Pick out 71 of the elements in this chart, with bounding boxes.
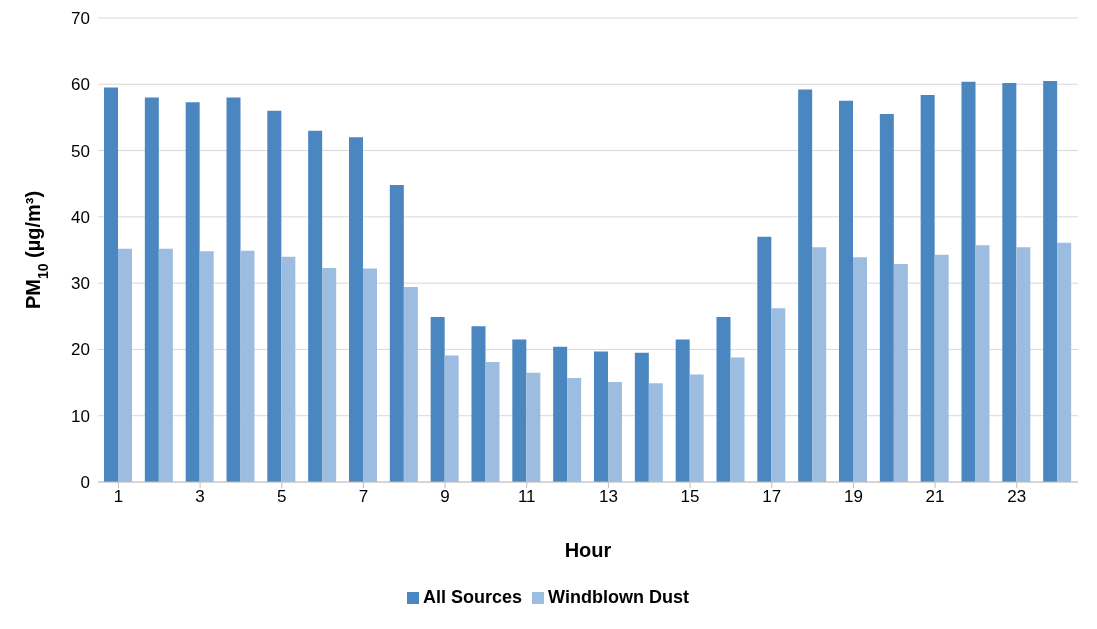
bar xyxy=(812,247,827,482)
x-tick-label: 11 xyxy=(517,487,536,507)
bar xyxy=(1043,80,1058,482)
x-tick-label: 15 xyxy=(680,487,700,507)
bar xyxy=(798,89,813,482)
bar xyxy=(648,383,663,482)
bar xyxy=(730,357,745,482)
bar xyxy=(144,97,159,482)
y-tick-label: 20 xyxy=(71,340,90,360)
bar xyxy=(158,248,173,482)
y-tick-label: 10 xyxy=(71,406,90,426)
bar xyxy=(322,267,337,482)
x-axis-title: Hour xyxy=(564,539,612,561)
bar xyxy=(771,308,786,482)
y-tick-label: 50 xyxy=(71,141,90,161)
y-tick-label: 30 xyxy=(71,274,90,294)
bar xyxy=(920,94,935,482)
x-tick-label: 23 xyxy=(1007,487,1027,507)
x-tick-label: 3 xyxy=(195,487,205,507)
x-tick-label: 13 xyxy=(598,487,618,507)
bar xyxy=(444,355,459,482)
bar xyxy=(839,100,853,482)
x-tick-label: 19 xyxy=(843,487,863,507)
x-tick-label: 1 xyxy=(113,487,124,507)
bar xyxy=(512,339,527,482)
bar xyxy=(281,256,296,482)
bar xyxy=(553,346,568,482)
bar xyxy=(104,87,118,482)
bar xyxy=(1016,247,1031,482)
legend-label: All Sources xyxy=(423,587,523,607)
y-tick-label: 60 xyxy=(71,75,90,95)
bar xyxy=(675,339,690,482)
bar xyxy=(471,326,486,482)
bar xyxy=(879,114,894,482)
bar xyxy=(716,316,731,482)
bar xyxy=(934,254,949,482)
bar xyxy=(608,381,622,482)
x-tick-label: 5 xyxy=(277,487,287,507)
y-tick-label: 70 xyxy=(71,9,90,29)
bar xyxy=(389,185,404,482)
bar xyxy=(1057,242,1072,482)
bar xyxy=(240,250,255,482)
bar xyxy=(1002,82,1017,482)
bar xyxy=(199,251,214,482)
bar xyxy=(185,102,200,482)
bar xyxy=(363,268,377,482)
bar xyxy=(634,352,649,482)
x-tick-label: 9 xyxy=(440,487,450,507)
x-tick-label: 21 xyxy=(925,487,945,507)
x-tick-label: 17 xyxy=(762,487,782,507)
legend-label: Windblown Dust xyxy=(548,587,689,607)
bar xyxy=(403,287,418,482)
bar xyxy=(961,81,976,482)
x-tick-label: 7 xyxy=(358,487,369,507)
bar xyxy=(430,316,445,482)
bar xyxy=(226,97,241,482)
bar xyxy=(267,110,282,482)
bar xyxy=(975,245,990,482)
bar xyxy=(567,377,582,482)
bar xyxy=(893,263,908,482)
bar xyxy=(118,248,132,482)
bar xyxy=(594,351,608,482)
y-tick-label: 0 xyxy=(80,473,90,493)
bar xyxy=(349,137,363,482)
y-tick-label: 40 xyxy=(71,207,90,227)
bar xyxy=(689,374,704,482)
bar xyxy=(853,257,867,482)
bar xyxy=(526,372,541,482)
bar xyxy=(485,362,500,482)
bar xyxy=(308,130,323,482)
bar xyxy=(757,236,772,482)
